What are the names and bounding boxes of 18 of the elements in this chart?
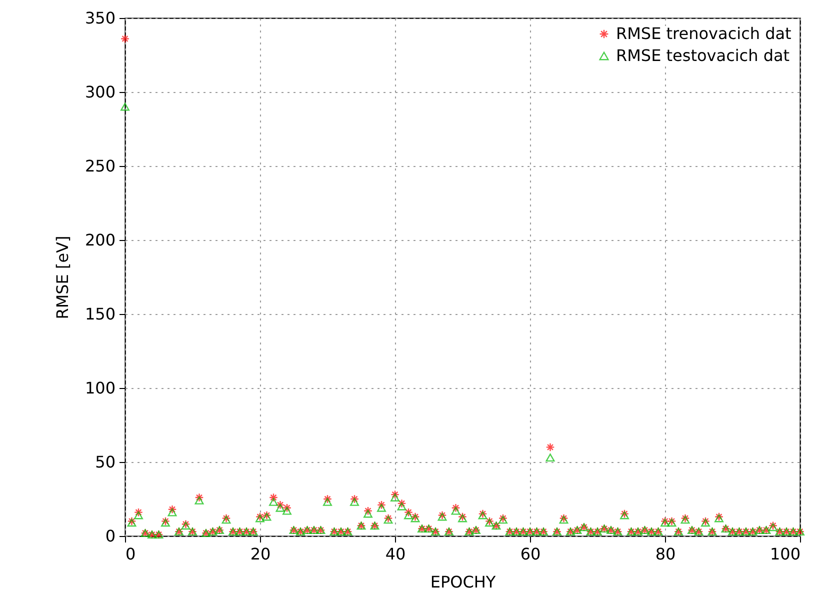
x-tick-label: 20 <box>250 544 271 564</box>
y-tick-label: 300 <box>84 82 116 102</box>
legend-label: RMSE testovacich dat <box>616 46 790 65</box>
x-tick-label: 60 <box>520 544 541 564</box>
y-tick-label: 200 <box>84 230 116 250</box>
x-tick-label: 0 <box>126 544 136 564</box>
x-tick-label: 80 <box>655 544 676 564</box>
y-tick-label: 50 <box>95 452 116 472</box>
x-tick-label: 100 <box>770 544 800 564</box>
y-axis-title: RMSE [eV] <box>52 236 72 320</box>
legend-label: RMSE trenovacich dat <box>616 24 792 43</box>
x-axis-title: EPOCHY <box>430 572 496 592</box>
y-tick-label: 250 <box>84 156 116 176</box>
y-tick-label: 350 <box>84 8 116 28</box>
y-tick-label: 150 <box>84 304 116 324</box>
x-tick-label: 40 <box>385 544 406 564</box>
y-tick-label: 0 <box>105 526 116 546</box>
y-tick-label: 100 <box>84 378 116 398</box>
